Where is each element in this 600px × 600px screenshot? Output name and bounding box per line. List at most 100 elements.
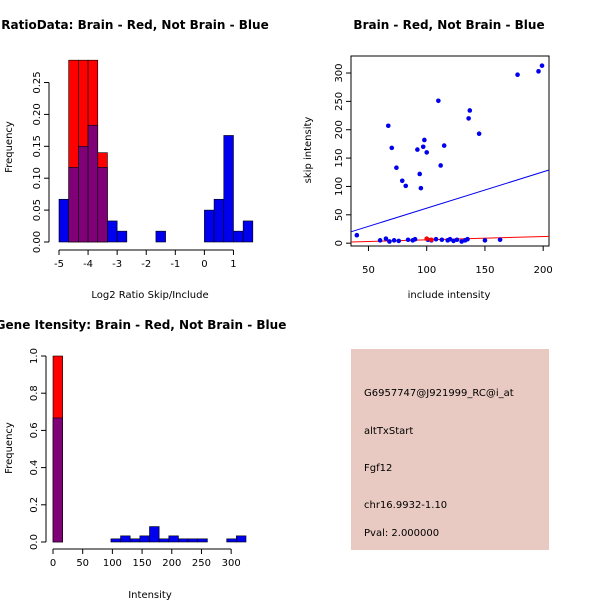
gene-chart-title: Gene Itensity: Brain - Red, Not Brain - … [0, 318, 286, 332]
gene-name-text: Fgf12 [364, 463, 392, 474]
y-tick-label-0: 0.0 [29, 534, 40, 550]
scatter-point-not-brain-17 [420, 144, 426, 150]
scatter-point-not-brain-28 [447, 236, 453, 242]
info-panel: G6957747@J921999_RC@i_at altTxStart Fgf1… [351, 349, 549, 550]
scatter-x-tick-label-0: 50 [362, 265, 375, 276]
gene-y-axis-label: Frequency [4, 422, 15, 474]
x-tick-label-4: -1 [170, 259, 180, 270]
scatter-chart-title: Brain - Red, Not Brain - Blue [353, 18, 544, 32]
fit-line-blue [350, 169, 550, 233]
scatter-point-not-brain-23 [436, 98, 441, 104]
scatter-point-not-brain-39 [515, 72, 520, 78]
scatter-point-not-brain-16 [418, 185, 424, 191]
scatter-point-not-brain-31 [459, 239, 464, 244]
ratio-y-axis-label: Frequency [4, 121, 15, 173]
bar-not-brain-1 [68, 167, 79, 243]
x-tick-label-1: -4 [83, 259, 93, 270]
y-tick-label-2: 0.10 [32, 167, 43, 189]
bar-not-brain-12 [242, 220, 254, 243]
scatter-point-not-brain-6 [391, 238, 397, 243]
bar-not-brain-6 [158, 538, 170, 543]
info-panel-background [351, 349, 549, 550]
scatter-point-not-brain-10 [403, 183, 409, 189]
scatter-y-tick-label-5: 250 [334, 92, 345, 111]
bar-not-brain-11 [226, 538, 237, 543]
y-tick-label-1: 0.05 [32, 199, 43, 221]
scatter-y-axis-label: skip intensity [303, 117, 314, 184]
scatter-x-axis-label: include intensity [408, 290, 491, 301]
scatter-point-not-brain-35 [467, 108, 473, 113]
gene-plot-area: 0 50 100 150 200 250 300 0.0 0.2 0.4 0.6 0.8 1.0 [29, 348, 247, 569]
scatter-point-not-brain-30 [454, 237, 460, 243]
bar-not-brain-1 [110, 538, 121, 543]
bar-not-brain-4 [139, 535, 150, 543]
bar-not-brain-8 [204, 209, 215, 243]
scatter-point-not-brain-9 [399, 178, 405, 184]
scatter-point-not-brain-4 [387, 239, 392, 244]
scatter-point-not-brain-11 [405, 237, 411, 243]
ratio-x-axis-label: Log2 Ratio Skip/Include [91, 290, 208, 301]
bar-not-brain-11 [233, 230, 244, 243]
scatter-point-not-brain-18 [422, 137, 427, 143]
scatter-y-tick-label-0: 0 [334, 240, 345, 246]
bar-not-brain-10 [223, 135, 234, 243]
scatter-point-not-brain-3 [385, 123, 391, 129]
ratio-plot-area: -5 -4 -3 -2 -1 0 1 0.00 0.05 0.10 0.15 0.20 0.25 [32, 59, 254, 270]
scatter-point-not-brain-22 [433, 236, 439, 242]
scatter-plot-area: 50 100 150 200 0 50 100 150 200 250 300 [334, 63, 553, 276]
y-tick-label-3: 0.6 [29, 422, 40, 438]
x-tick-label-2: 100 [103, 558, 122, 569]
scatter-point-brain-0 [424, 236, 430, 241]
y-tick-label-4: 0.20 [32, 103, 43, 125]
bar-not-brain-0 [58, 198, 69, 243]
scatter-point-not-brain-5 [389, 145, 395, 151]
scatter-point-not-brain-34 [466, 116, 471, 121]
scatter-panel: Brain - Red, Not Brain - Blue include in… [303, 18, 553, 301]
x-tick-label-5: 250 [192, 558, 211, 569]
y-tick-label-2: 0.4 [29, 460, 40, 476]
scatter-x-tick-label-1: 100 [417, 265, 436, 276]
scatter-point-not-brain-0 [354, 232, 360, 238]
scatter-point-not-brain-29 [451, 238, 456, 244]
scatter-point-not-brain-14 [415, 147, 420, 152]
x-tick-label-0: 0 [50, 558, 56, 569]
bar-not-brain-9 [213, 198, 225, 243]
bar-not-brain-10 [197, 538, 208, 543]
scatter-point-not-brain-2 [383, 236, 389, 241]
scatter-point-not-brain-24 [438, 163, 443, 168]
y-tick-label-4: 0.8 [29, 385, 40, 401]
y-tick-label-5: 0.25 [32, 71, 43, 93]
bar-not-brain-2 [120, 535, 131, 543]
scatter-point-not-brain-33 [465, 236, 470, 242]
scatter-y-tick-label-2: 100 [334, 177, 345, 196]
scatter-point-not-brain-26 [441, 143, 447, 148]
scatter-point-not-brain-36 [476, 131, 482, 137]
bar-not-brain-12 [236, 535, 247, 543]
bar-not-brain-5 [149, 526, 160, 543]
scatter-point-brain-1 [429, 237, 434, 243]
scatter-point-not-brain-40 [536, 69, 541, 74]
bar-not-brain-6 [116, 230, 128, 243]
scatter-y-tick-label-4: 200 [334, 120, 345, 139]
scatter-x-tick-label-2: 150 [475, 265, 494, 276]
scatter-point-not-brain-41 [539, 63, 545, 68]
bar-not-brain-2 [78, 146, 89, 243]
bar-not-brain-3 [87, 124, 99, 243]
scatter-plot-frame [350, 55, 550, 247]
x-tick-label-0: -5 [54, 259, 64, 270]
x-tick-label-3: -2 [141, 259, 151, 270]
scatter-y-tick-label-3: 150 [334, 149, 345, 168]
x-tick-label-1: 50 [76, 558, 89, 569]
scatter-point-not-brain-19 [424, 150, 430, 155]
scatter-point-not-brain-7 [394, 165, 399, 171]
scatter-point-not-brain-15 [417, 171, 423, 177]
scatter-y-tick-label-1: 50 [334, 208, 345, 221]
y-tick-label-3: 0.15 [32, 135, 43, 157]
scatter-point-not-brain-38 [497, 237, 503, 243]
scatter-point-not-brain-1 [377, 238, 383, 243]
scatter-x-tick-label-3: 200 [534, 265, 553, 276]
x-tick-label-6: 1 [230, 259, 236, 270]
x-tick-label-6: 300 [222, 558, 241, 569]
scatter-point-not-brain-37 [482, 238, 488, 243]
scatter-point-not-brain-25 [439, 237, 445, 243]
